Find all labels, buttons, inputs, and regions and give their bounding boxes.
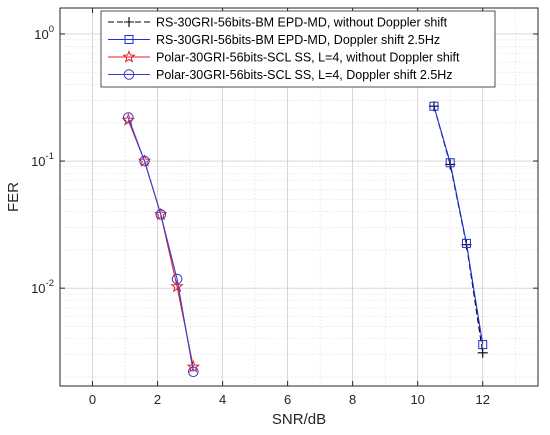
x-tick-label: 10: [410, 392, 424, 407]
data-point: [428, 101, 439, 112]
data-point: [170, 279, 184, 293]
x-tick-label: 2: [154, 392, 161, 407]
y-tick-label: 10-2: [31, 278, 54, 296]
x-axis-label: SNR/dB: [272, 411, 326, 428]
x-tick-label: 6: [284, 392, 291, 407]
data-point: [188, 366, 199, 378]
legend-label: Polar-30GRI-56bits-SCL SS, L=4, Doppler …: [156, 68, 453, 82]
series-layer: [121, 101, 488, 378]
x-tick-label: 8: [349, 392, 356, 407]
y-axis-label: FER: [5, 182, 22, 212]
legend-entry-4: Polar-30GRI-56bits-SCL SS, L=4, Doppler …: [108, 68, 453, 82]
x-tick-label: 4: [219, 392, 226, 407]
series-4: [122, 112, 199, 378]
data-point: [155, 209, 167, 220]
legend-box: [100, 10, 496, 88]
legend-entry-1: RS-30GRI-56bits-BM EPD-MD, without Doppl…: [108, 16, 448, 30]
legend: RS-30GRI-56bits-BM EPD-MD, without Doppl…: [100, 10, 496, 88]
legend-label: RS-30GRI-56bits-BM EPD-MD, without Doppl…: [156, 16, 448, 30]
data-point: [461, 238, 471, 248]
legend-label: Polar-30GRI-56bits-SCL SS, L=4, without …: [156, 51, 460, 65]
legend-marker: [122, 50, 136, 63]
legend-marker: [124, 17, 134, 27]
data-point: [139, 155, 150, 167]
series-2: [429, 101, 488, 350]
plot-frame: [59, 7, 539, 387]
legend-marker: [124, 35, 134, 44]
legend-entry-3: Polar-30GRI-56bits-SCL SS, L=4, without …: [108, 50, 460, 65]
y-tick-label: 10-1: [31, 151, 54, 169]
data-point: [445, 158, 455, 168]
x-tick-label: 12: [475, 392, 489, 407]
y-tick-label: 100: [34, 24, 54, 42]
series-line: [433, 106, 484, 345]
data-point: [171, 273, 183, 285]
legend-entry-2: RS-30GRI-56bits-BM EPD-MD, Doppler shift…: [108, 33, 440, 47]
legend-label: RS-30GRI-56bits-BM EPD-MD, Doppler shift…: [156, 33, 440, 47]
legend-marker: [123, 69, 135, 80]
data-point: [122, 112, 134, 123]
data-point: [478, 340, 488, 350]
series-line: [127, 117, 194, 372]
x-tick-label: 0: [89, 392, 96, 407]
data-point: [477, 347, 488, 358]
data-point: [429, 101, 439, 111]
